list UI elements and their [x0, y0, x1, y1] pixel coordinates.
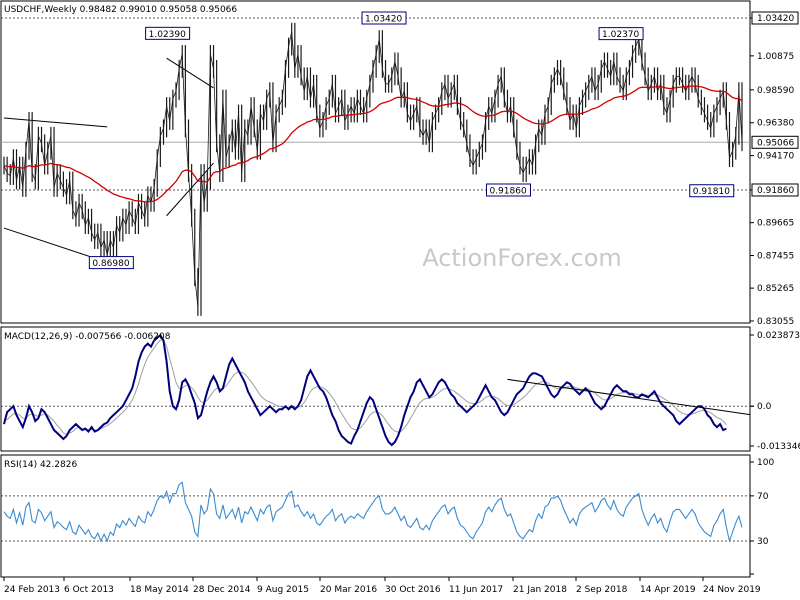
macd-series [1, 333, 751, 447]
trendline-0 [3, 117, 108, 128]
price-axis: 1.03420 1.00875 0.98590 0.96380 0.94170 0.918… [750, 11, 799, 327]
price-tick-label: 0.98590 [757, 86, 794, 96]
time-tick-label: 11 Jun 2017 [449, 585, 503, 595]
annotation-box [689, 184, 735, 198]
price-reference-lines [1, 17, 750, 191]
current-price-box [751, 135, 799, 149]
macd-tick-label: -0.013346 [757, 442, 800, 452]
annotation-label: 0.86980 [92, 259, 129, 269]
top-value-box [751, 11, 799, 25]
trendline-2 [166, 57, 214, 89]
current-price-box-label: 0.95066 [757, 138, 794, 148]
time-tick-label: 21 Jan 2018 [513, 585, 567, 595]
price-series [3, 22, 743, 316]
moving-average-line [3, 85, 743, 203]
price-header: USDCHF,Weekly 0.98482 0.99010 0.95058 0.… [4, 5, 237, 15]
support-value-box-label: 0.91860 [757, 186, 794, 196]
top-value-box-label: 1.03420 [757, 14, 794, 24]
time-tick-label: 6 Oct 2013 [64, 585, 114, 595]
price-tick-label: 0.89665 [757, 219, 794, 229]
price-annotations: 1.03420 1.02390 1.02370 0.91860 0.91810 0.869… [88, 11, 735, 270]
time-tick-label: 18 May 2014 [130, 585, 189, 595]
rsi-series [1, 481, 750, 543]
time-tick-label: 9 Aug 2015 [257, 585, 309, 595]
time-tick-label: 28 Dec 2014 [193, 585, 251, 595]
macd-tick-label: 0.0 [757, 402, 772, 412]
price-tick-label: 0.85265 [757, 284, 794, 294]
annotation-box [88, 256, 134, 270]
watermark: ActionForex.com [422, 244, 622, 272]
rsi-axis: 100 70 30 [750, 458, 774, 575]
price-tick-label: 0.96380 [757, 119, 794, 129]
macd-line [3, 333, 727, 447]
macd-trendline [507, 378, 751, 416]
price-tick-label: 0.83055 [757, 317, 794, 327]
price-panel [0, 0, 751, 324]
rsi-line [3, 481, 743, 543]
annotation-box [145, 26, 191, 40]
macd-tick-label: 0.023873 [757, 331, 800, 341]
annotation-box [485, 183, 531, 197]
time-tick-label: 2 Sep 2018 [576, 585, 628, 595]
time-tick-label: 20 Mar 2016 [320, 585, 377, 595]
macd-header: MACD(12,26,9) -0.007566 -0.006208 [4, 332, 171, 342]
annotation-label: 0.91860 [489, 186, 526, 196]
price-tick-label: 0.94170 [757, 152, 794, 162]
macd-axis: 0.023873 0.0 -0.013346 [750, 331, 800, 452]
support-value-box [751, 183, 799, 197]
macd-panel [0, 326, 751, 452]
time-tick-label: 30 Oct 2016 [385, 585, 441, 595]
annotation-box [598, 27, 644, 41]
annotation-box [361, 11, 407, 25]
rsi-tick-label: 100 [757, 458, 774, 468]
time-axis: 24 Feb 2013 6 Oct 2013 18 May 2014 28 Dec 2… [3, 577, 761, 595]
time-tick-label: 14 Apr 2019 [640, 585, 696, 595]
annotation-label: 1.02370 [602, 30, 639, 40]
macd-signal-line [3, 339, 727, 436]
annotation-label: 1.03420 [365, 15, 402, 25]
time-tick-label: 24 Feb 2013 [4, 585, 60, 595]
rsi-tick-label: 70 [757, 492, 769, 502]
trendline-3 [166, 162, 214, 217]
price-close-line [3, 31, 743, 307]
rsi-header: RSI(14) 42.2826 [4, 460, 77, 470]
annotation-label: 0.91810 [693, 187, 730, 197]
price-tick-label: 0.87455 [757, 252, 794, 262]
rsi-panel [0, 454, 751, 578]
price-tick-label: 1.00875 [757, 52, 794, 62]
annotation-label: 1.02390 [149, 30, 186, 40]
rsi-tick-label: 30 [757, 537, 769, 547]
time-tick-label: 24 Nov 2019 [703, 585, 761, 595]
